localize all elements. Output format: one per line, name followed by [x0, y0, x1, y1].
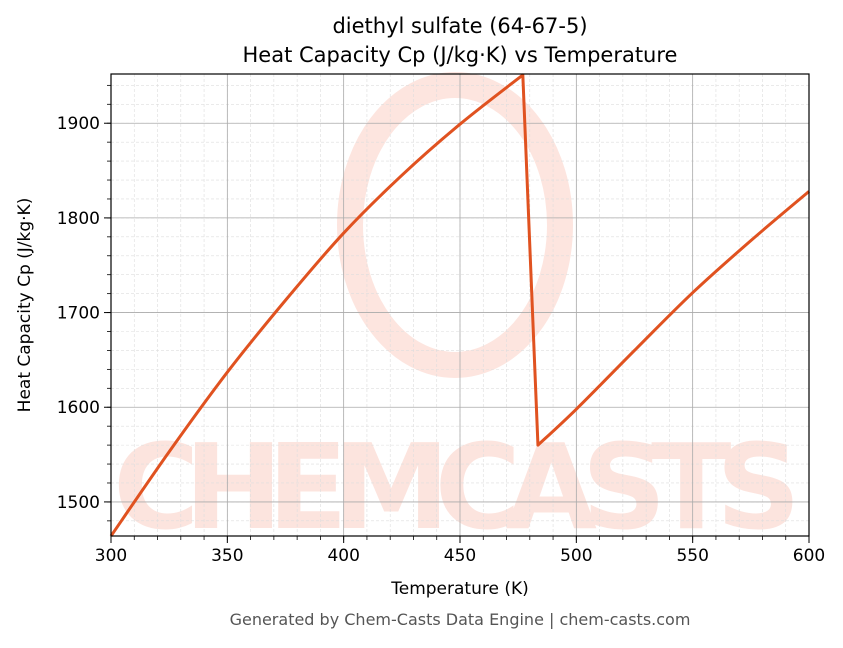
x-tick-label: 600	[793, 546, 825, 566]
ticks: 300 350 400 450 500 550 600 1500 1600 1700 1800 190…	[57, 84, 825, 566]
y-tick-label: 1500	[57, 493, 100, 513]
y-tick-label: 1600	[57, 398, 100, 418]
y-tick-label: 1700	[57, 304, 100, 324]
x-tick-label: 550	[676, 546, 708, 566]
svg-text:CHEMCASTS: CHEMCASTS	[113, 418, 803, 556]
x-tick-label: 500	[560, 546, 592, 566]
x-tick-label: 450	[444, 546, 476, 566]
chart-title: diethyl sulfate (64-67-5)	[332, 14, 587, 38]
x-tick-label: 350	[211, 546, 243, 566]
footer-credit: Generated by Chem-Casts Data Engine | ch…	[230, 610, 691, 629]
y-axis-label: Heat Capacity Cp (J/kg·K)	[15, 198, 35, 413]
watermark-logo: CHEMCASTS	[113, 72, 803, 556]
y-tick-label: 1800	[57, 209, 100, 229]
series-line-cp	[109, 73, 810, 537]
y-tick-label: 1900	[57, 114, 100, 134]
chart-subtitle: Heat Capacity Cp (J/kg·K) vs Temperature	[243, 43, 678, 67]
x-axis-label: Temperature (K)	[390, 579, 529, 599]
x-tick-label: 300	[95, 546, 127, 566]
series-layer	[109, 73, 810, 537]
x-tick-label: 400	[327, 546, 359, 566]
